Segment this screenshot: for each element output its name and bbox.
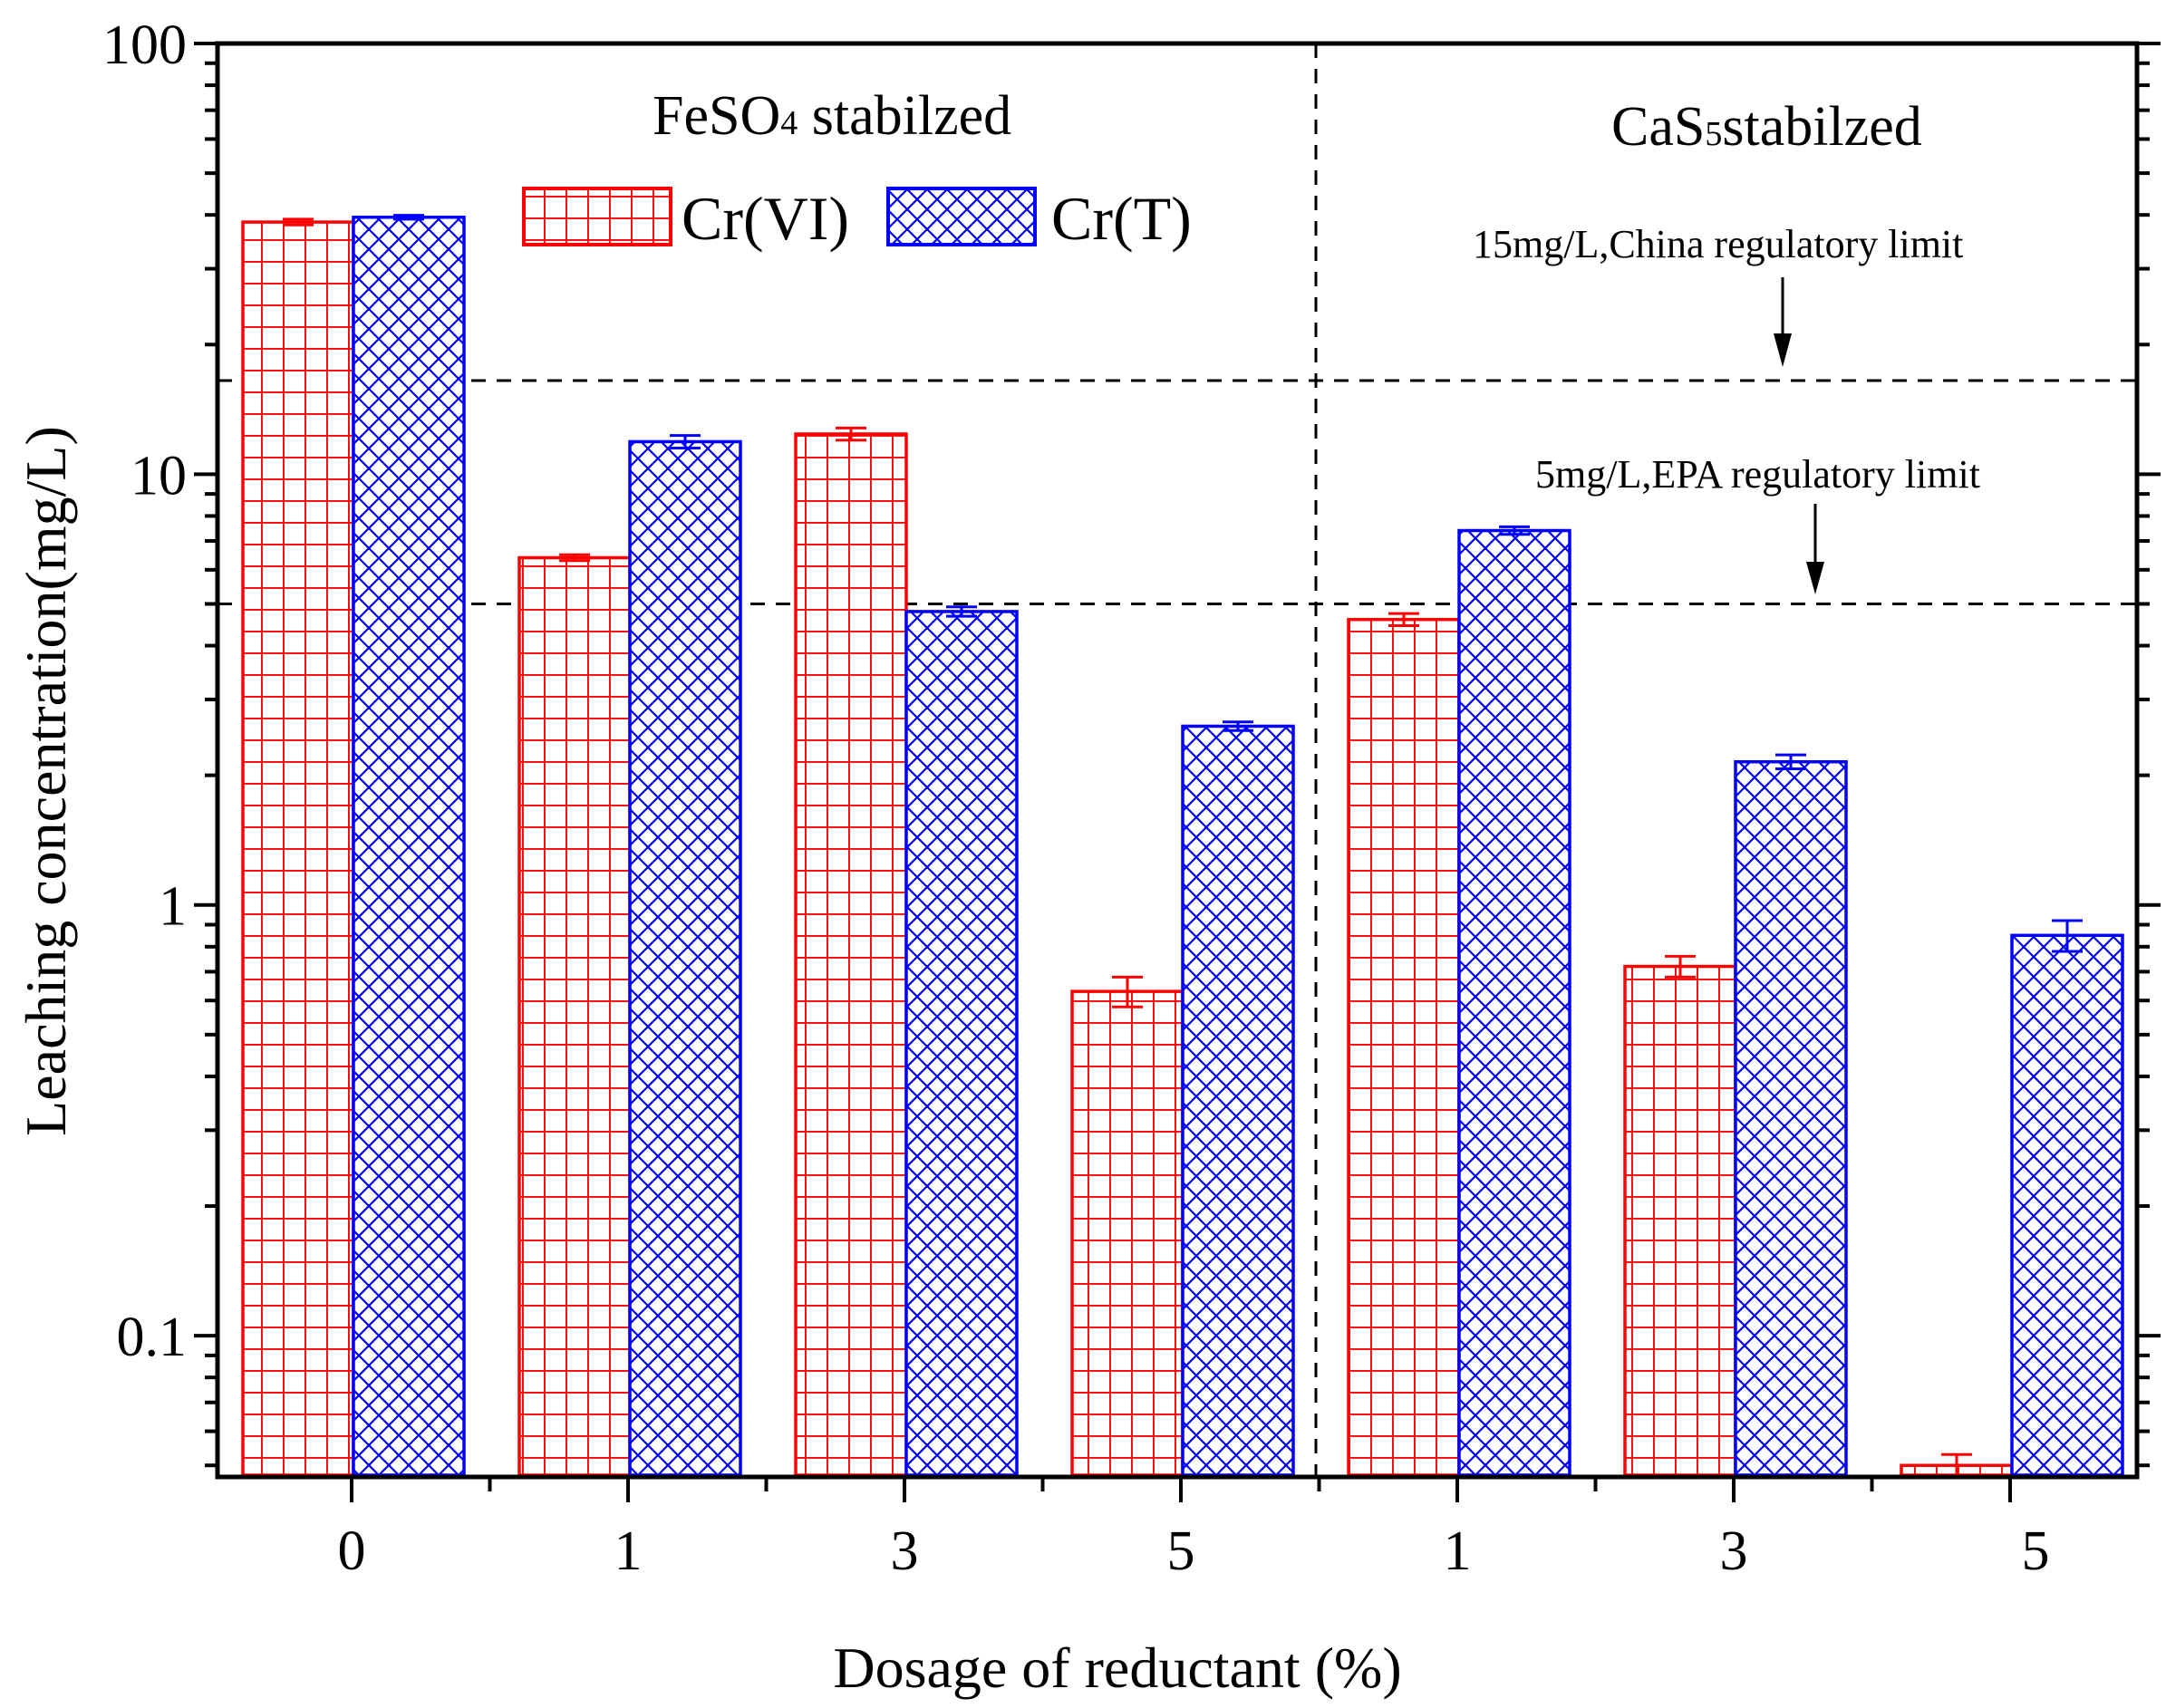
- x-tick-label: 1: [1444, 1520, 1472, 1582]
- legend-label-crvi: Cr(VI): [682, 184, 849, 253]
- bar-crt-1: [628, 439, 742, 1477]
- legend: Cr(VI) Cr(T): [522, 184, 1192, 253]
- x-tick-label: 5: [2022, 1520, 2050, 1582]
- x-tick-label: 3: [891, 1520, 919, 1582]
- bar-crvi-4: [1347, 617, 1461, 1477]
- bar-crt-2: [904, 610, 1019, 1477]
- bar-crt-5: [1734, 759, 1848, 1477]
- y-axis: 0.1 1 10 100: [102, 14, 2161, 1468]
- y-tick-label: 100: [102, 14, 187, 76]
- bar-crt-0: [352, 216, 466, 1477]
- x-tick-label: 0: [338, 1520, 366, 1582]
- annotations: 15mg/L,China regulatory limit 5mg/L,EPA …: [1473, 222, 1980, 594]
- bar-crvi-1: [517, 555, 632, 1477]
- error-bars: [283, 214, 2083, 1477]
- bar-crvi-5: [1623, 964, 1737, 1477]
- reference-lines: [218, 379, 2137, 605]
- y-axis-title: Leaching concentration(mg/L): [14, 426, 78, 1136]
- x-axis: 0 1 3 5 1 3 5: [338, 1477, 2050, 1582]
- y-tick-label: 10: [131, 445, 187, 507]
- epa-limit-arrowhead: [1806, 562, 1824, 594]
- x-tick-label: 1: [614, 1520, 643, 1582]
- bar-crvi-3: [1070, 989, 1185, 1477]
- legend-swatch-crvi: [522, 187, 672, 246]
- legend-swatch-crt: [886, 187, 1037, 246]
- bar-crt-4: [1457, 528, 1571, 1477]
- legend-label-crt: Cr(T): [1051, 184, 1192, 253]
- y-tick-label: 0.1: [117, 1307, 188, 1368]
- bar-crt-3: [1181, 724, 1295, 1477]
- plot-frame: [215, 41, 2140, 1480]
- bar-crt-6: [2010, 933, 2124, 1477]
- china-limit-arrowhead: [1774, 333, 1792, 367]
- bars: [241, 216, 2124, 1477]
- china-limit-label: 15mg/L,China regulatory limit: [1473, 222, 1963, 266]
- x-tick-label: 5: [1167, 1520, 1195, 1582]
- bar-crvi-2: [794, 432, 908, 1477]
- group-title-feso4: FeSO4 stabilzed: [653, 85, 1011, 147]
- y-tick-label: 1: [159, 876, 187, 938]
- x-axis-title: Dosage of reductant (%): [833, 1636, 1401, 1700]
- x-tick-label: 3: [1720, 1520, 1748, 1582]
- epa-limit-label: 5mg/L,EPA regulatory limit: [1535, 452, 1980, 497]
- group-title-cas5: CaS5stabilzed: [1611, 96, 1922, 158]
- bar-crvi-0: [241, 220, 355, 1477]
